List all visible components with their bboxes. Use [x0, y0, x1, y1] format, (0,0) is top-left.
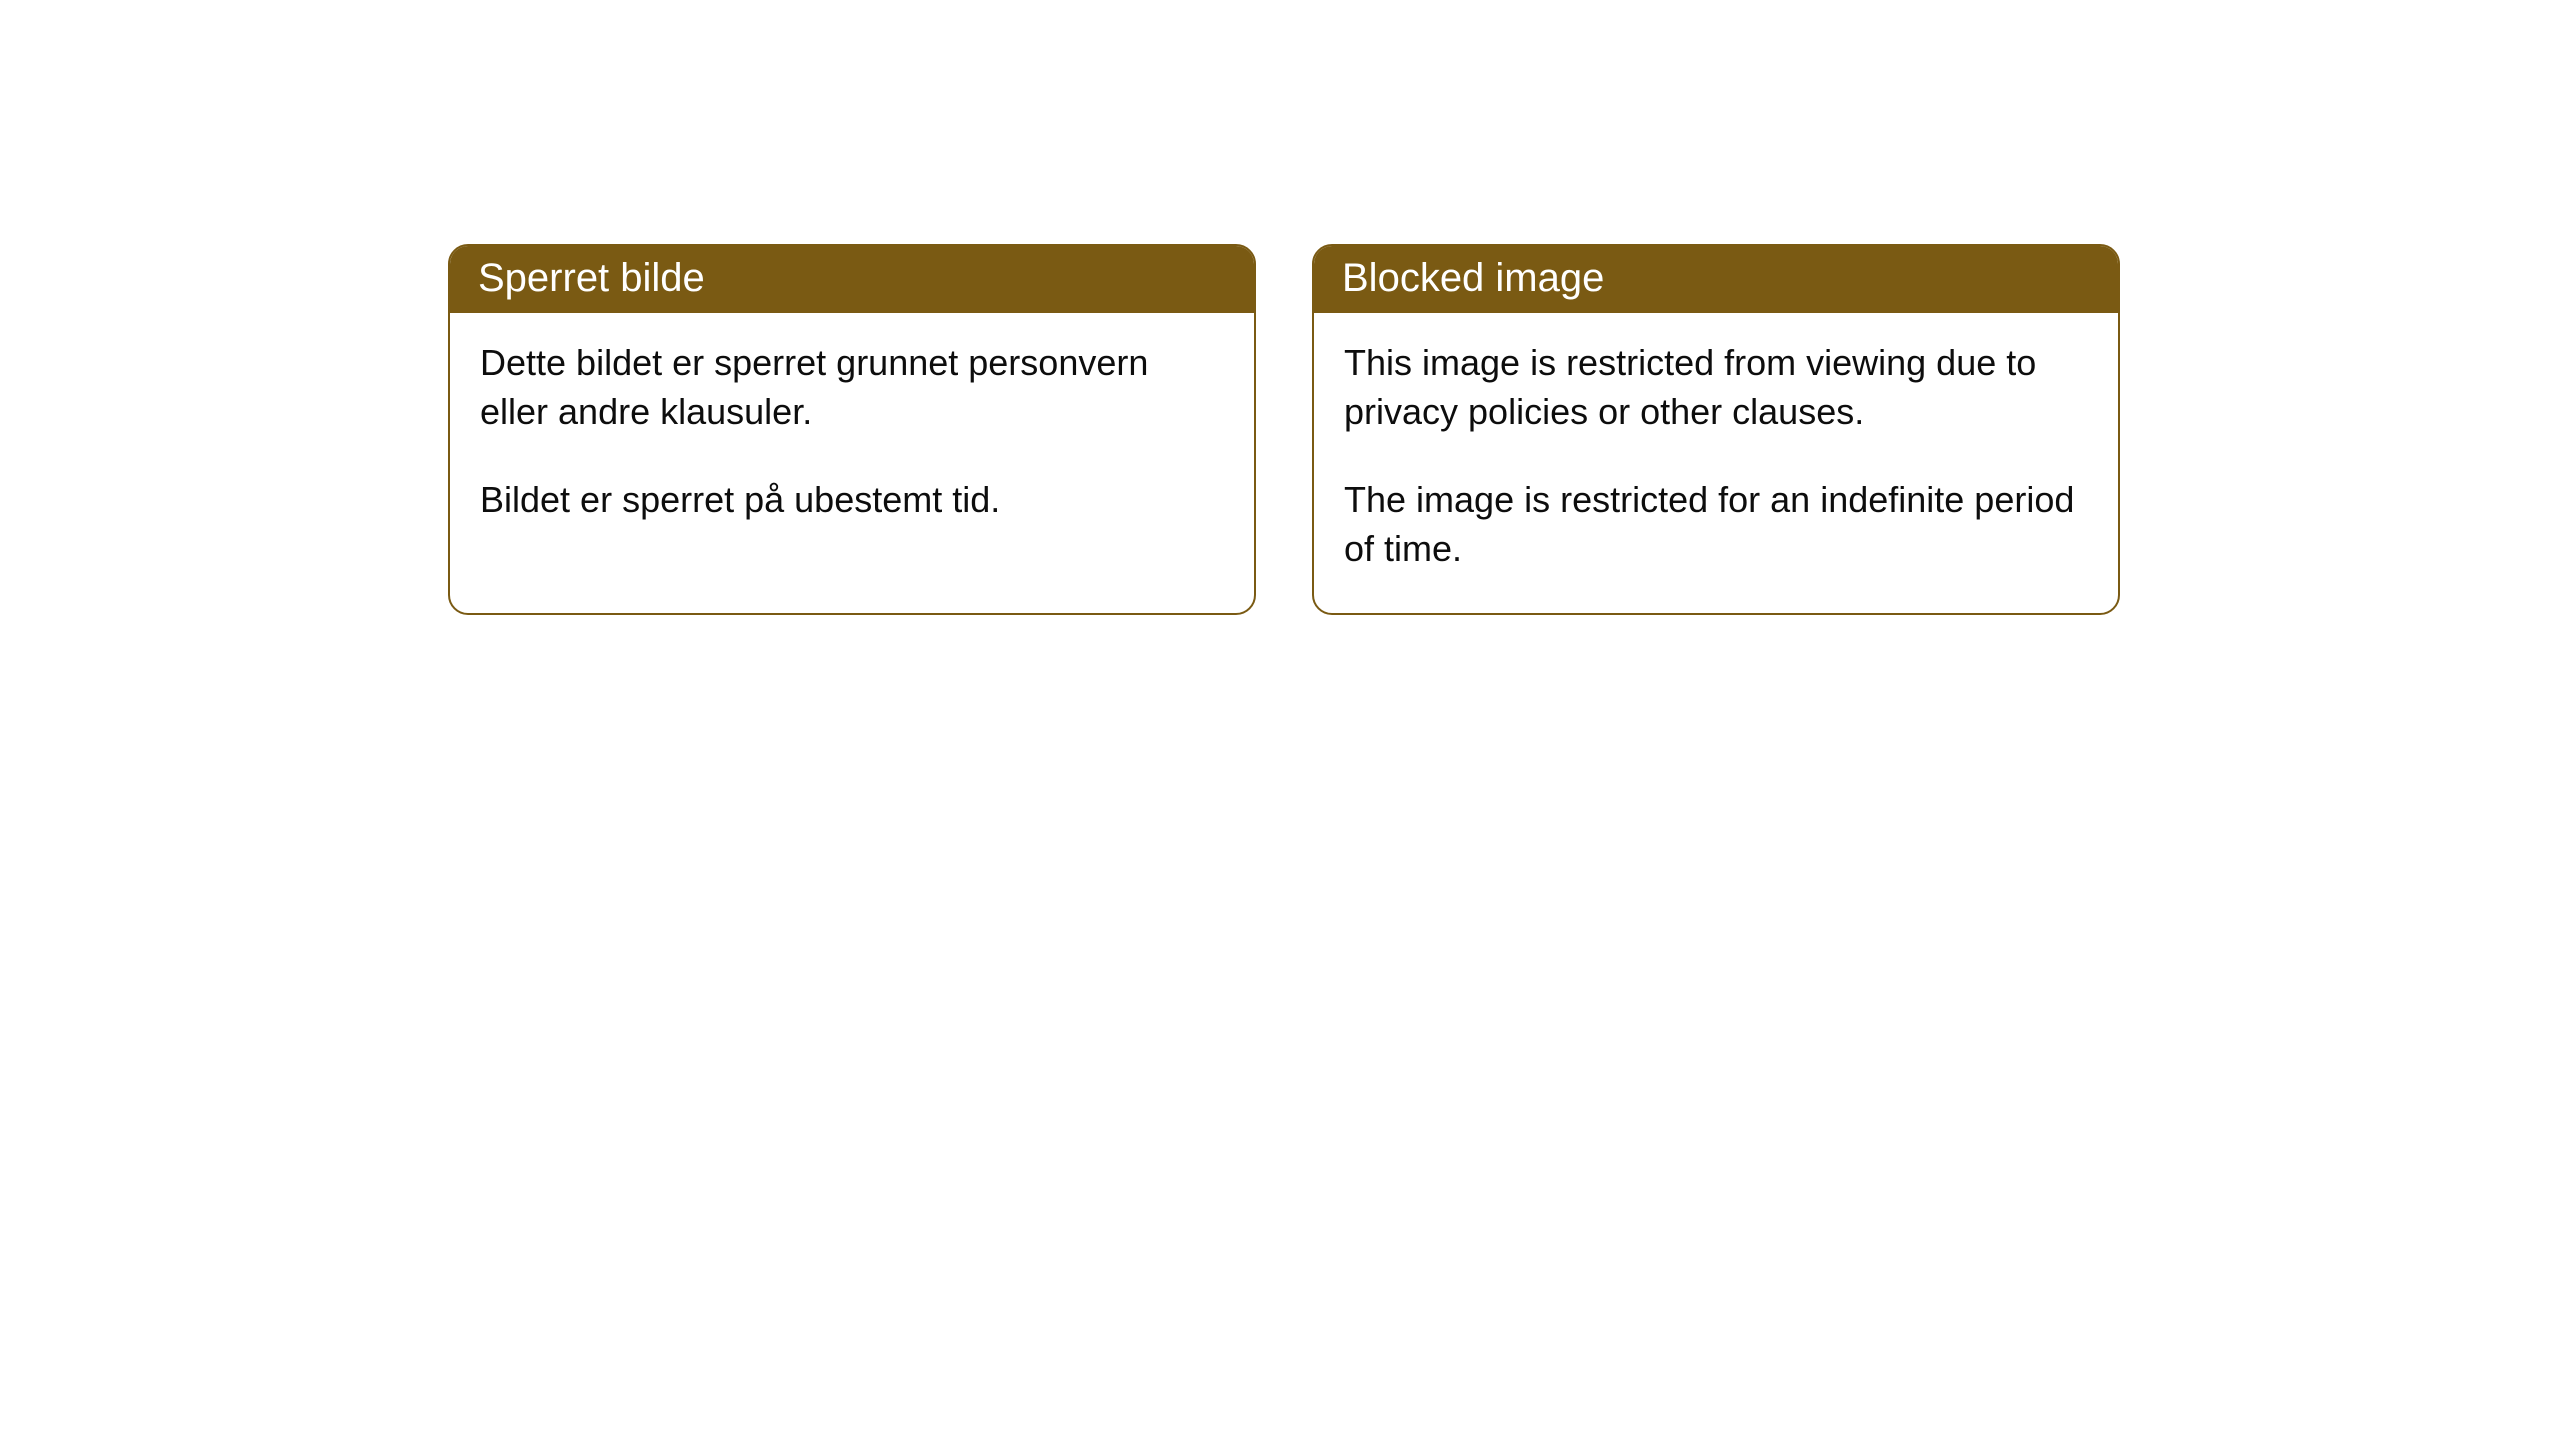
card-text-en-2: The image is restricted for an indefinit…	[1344, 476, 2088, 573]
card-title-no: Sperret bilde	[450, 246, 1254, 313]
card-text-no-2: Bildet er sperret på ubestemt tid.	[480, 476, 1224, 525]
card-body-no: Dette bildet er sperret grunnet personve…	[450, 313, 1254, 565]
card-title-en: Blocked image	[1314, 246, 2118, 313]
blocked-image-card-en: Blocked image This image is restricted f…	[1312, 244, 2120, 615]
blocked-image-card-no: Sperret bilde Dette bildet er sperret gr…	[448, 244, 1256, 615]
notice-container: Sperret bilde Dette bildet er sperret gr…	[0, 0, 2560, 615]
card-text-en-1: This image is restricted from viewing du…	[1344, 339, 2088, 436]
card-text-no-1: Dette bildet er sperret grunnet personve…	[480, 339, 1224, 436]
card-body-en: This image is restricted from viewing du…	[1314, 313, 2118, 613]
